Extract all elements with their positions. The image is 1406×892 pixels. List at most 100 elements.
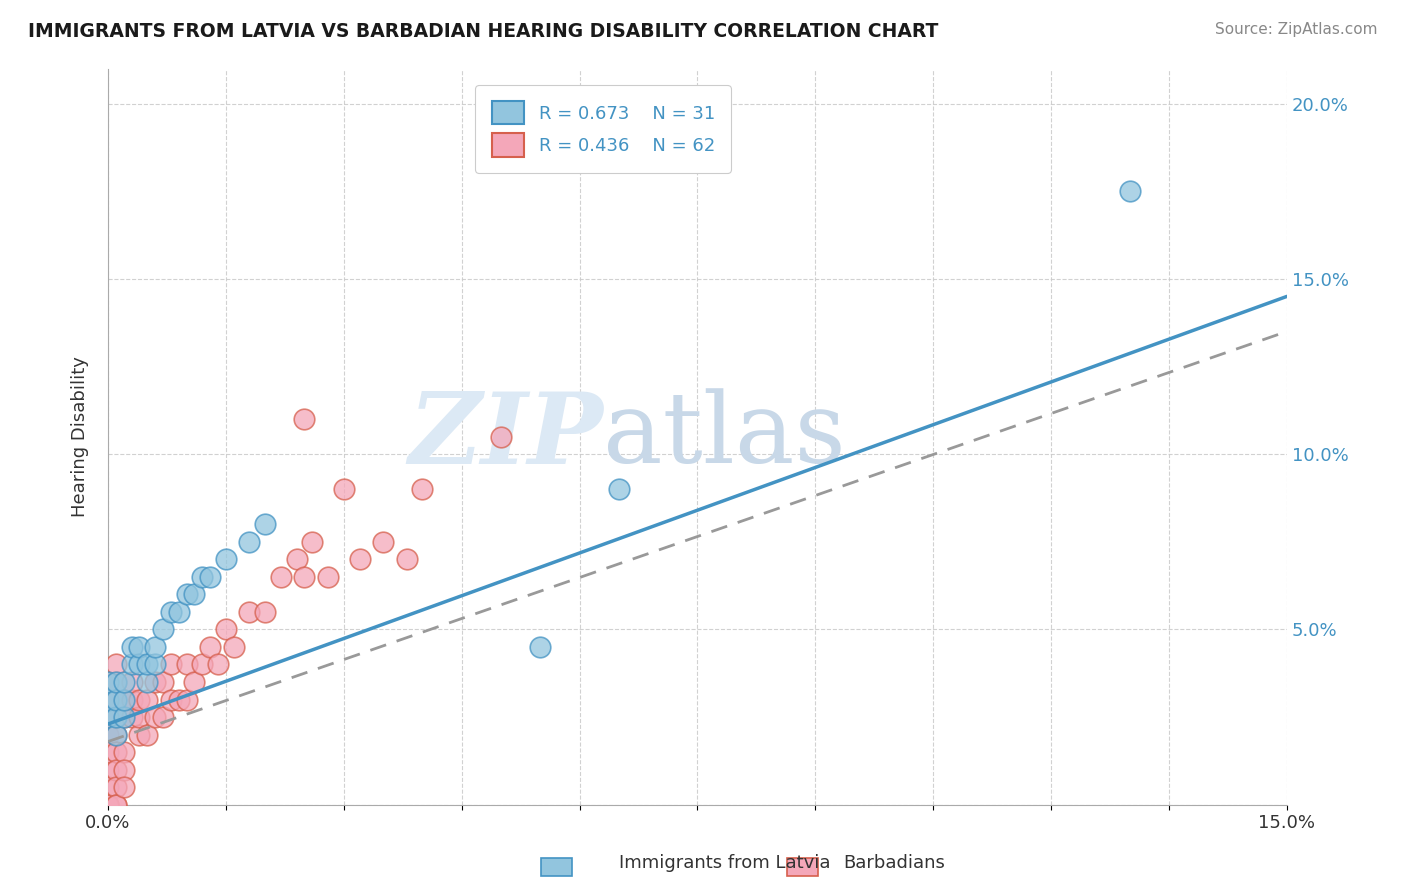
Point	[222, 640, 245, 654]
Point	[143, 675, 166, 690]
Point	[136, 692, 159, 706]
Point	[136, 657, 159, 672]
Point	[97, 797, 120, 812]
Point	[97, 763, 120, 777]
Point	[143, 640, 166, 654]
Point	[136, 728, 159, 742]
Point	[1119, 184, 1142, 198]
Point	[104, 710, 127, 724]
Text: Barbadians: Barbadians	[844, 855, 945, 872]
Point	[238, 534, 260, 549]
Point	[104, 657, 127, 672]
Point	[301, 534, 323, 549]
Point	[294, 412, 316, 426]
Point	[97, 692, 120, 706]
Text: Source: ZipAtlas.com: Source: ZipAtlas.com	[1215, 22, 1378, 37]
Point	[112, 763, 135, 777]
Point	[607, 482, 630, 496]
Point	[238, 605, 260, 619]
Point	[371, 534, 394, 549]
Point	[97, 692, 120, 706]
Point	[104, 728, 127, 742]
Point	[97, 745, 120, 759]
Point	[183, 587, 205, 601]
Point	[104, 763, 127, 777]
Point	[270, 570, 292, 584]
Point	[128, 728, 150, 742]
Text: IMMIGRANTS FROM LATVIA VS BARBADIAN HEARING DISABILITY CORRELATION CHART: IMMIGRANTS FROM LATVIA VS BARBADIAN HEAR…	[28, 22, 938, 41]
Point	[143, 710, 166, 724]
Point	[104, 692, 127, 706]
Point	[529, 640, 551, 654]
Point	[112, 710, 135, 724]
Point	[349, 552, 371, 566]
Point	[128, 640, 150, 654]
Point	[104, 780, 127, 794]
Point	[160, 692, 183, 706]
Legend: R = 0.673    N = 31, R = 0.436    N = 62: R = 0.673 N = 31, R = 0.436 N = 62	[475, 85, 731, 173]
Point	[207, 657, 229, 672]
Point	[112, 692, 135, 706]
Point	[152, 623, 174, 637]
Point	[97, 797, 120, 812]
Point	[167, 692, 190, 706]
Text: atlas: atlas	[603, 389, 846, 484]
Point	[128, 657, 150, 672]
Point	[121, 640, 143, 654]
Point	[104, 797, 127, 812]
Point	[215, 623, 238, 637]
Point	[121, 675, 143, 690]
Point	[489, 429, 512, 443]
Point	[128, 710, 150, 724]
Point	[128, 692, 150, 706]
Point	[97, 780, 120, 794]
Point	[160, 657, 183, 672]
Point	[316, 570, 339, 584]
Point	[97, 728, 120, 742]
Point	[167, 605, 190, 619]
Point	[112, 780, 135, 794]
Point	[215, 552, 238, 566]
Point	[112, 675, 135, 690]
Point	[112, 692, 135, 706]
Point	[160, 605, 183, 619]
Point	[104, 728, 127, 742]
Point	[97, 797, 120, 812]
Point	[136, 675, 159, 690]
Point	[104, 710, 127, 724]
Point	[176, 657, 198, 672]
Point	[152, 675, 174, 690]
Point	[112, 745, 135, 759]
Point	[104, 675, 127, 690]
Point	[121, 710, 143, 724]
Point	[198, 640, 221, 654]
Point	[198, 570, 221, 584]
Point	[97, 710, 120, 724]
Point	[176, 587, 198, 601]
Point	[112, 710, 135, 724]
Y-axis label: Hearing Disability: Hearing Disability	[72, 356, 89, 517]
Point	[395, 552, 418, 566]
Point	[121, 657, 143, 672]
Point	[104, 797, 127, 812]
Point	[285, 552, 308, 566]
Point	[183, 675, 205, 690]
Point	[97, 675, 120, 690]
Text: Immigrants from Latvia: Immigrants from Latvia	[619, 855, 830, 872]
Point	[143, 657, 166, 672]
Point	[104, 745, 127, 759]
Text: ZIP: ZIP	[408, 388, 603, 485]
Point	[152, 710, 174, 724]
Point	[294, 570, 316, 584]
Point	[97, 675, 120, 690]
Point	[254, 605, 277, 619]
Point	[254, 517, 277, 532]
Point	[121, 692, 143, 706]
Point	[176, 692, 198, 706]
Point	[104, 675, 127, 690]
Point	[97, 710, 120, 724]
Point	[104, 692, 127, 706]
Point	[191, 657, 214, 672]
Point	[411, 482, 433, 496]
Point	[191, 570, 214, 584]
